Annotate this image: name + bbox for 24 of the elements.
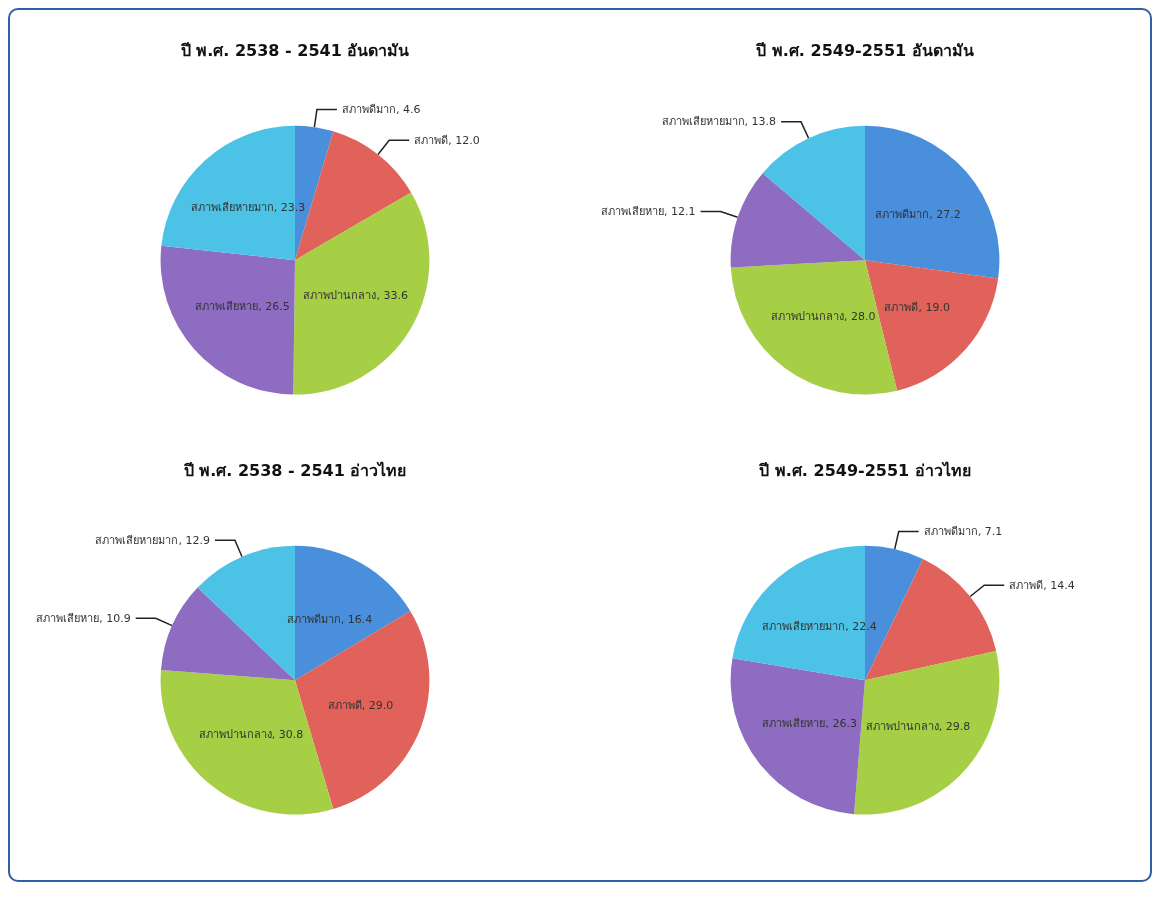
slice-label: สภาพดี, 12.0 <box>414 133 480 147</box>
slice-label: สภาพปานกลาง, 30.8 <box>198 728 304 742</box>
slice-label: สภาพเสียหายมาก, 23.3 <box>190 201 306 215</box>
slice-label: สภาพเสียหายมาก, 12.9 <box>95 533 210 547</box>
slice-label: สภาพดี, 19.0 <box>884 300 950 314</box>
slice-label: สภาพดีมาก, 27.2 <box>875 207 961 221</box>
chart-title: ปี พ.ศ. 2549-2551 อันดามัน <box>755 40 974 60</box>
slice-label: สภาพปานกลาง, 33.6 <box>303 289 408 303</box>
slice-label: สภาพเสียหาย, 26.3 <box>762 716 857 730</box>
slice-label: สภาพปานกลาง, 29.8 <box>865 719 971 733</box>
slice-label: สภาพดีมาก, 16.4 <box>286 612 373 626</box>
slice-label: สภาพเสียหาย, 12.1 <box>601 205 696 219</box>
slice-label: สภาพเสียหาย, 26.5 <box>195 300 290 314</box>
slice-label: สภาพเสียหาย, 10.9 <box>36 611 131 625</box>
slice-label: สภาพปานกลาง, 28.0 <box>770 310 876 324</box>
slice-label: สภาพดี, 14.4 <box>1009 578 1075 592</box>
slice-label: สภาพดีมาก, 4.6 <box>341 102 421 116</box>
chart-title: ปี พ.ศ. 2538 - 2541 อันดามัน <box>179 40 410 60</box>
chart-title: ปี พ.ศ. 2538 - 2541 อ่าวไทย <box>182 460 407 480</box>
chart-title: ปี พ.ศ. 2549-2551 อ่าวไทย <box>758 460 971 480</box>
slice-label: สภาพเสียหายมาก, 13.8 <box>661 115 777 129</box>
slice-label: สภาพดี, 29.0 <box>327 699 394 713</box>
slice-label: สภาพดีมาก, 7.1 <box>923 525 1003 539</box>
slice-label: สภาพเสียหายมาก, 22.4 <box>762 620 877 634</box>
